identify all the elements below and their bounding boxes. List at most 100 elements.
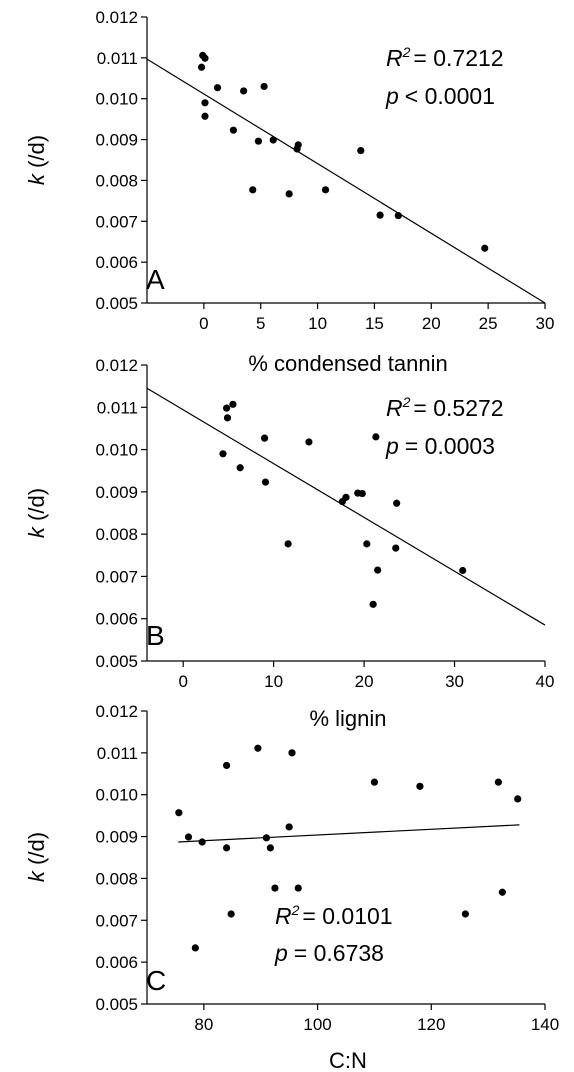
x-tick-label: 140 (531, 1015, 559, 1034)
data-point (227, 910, 235, 918)
x-tick-label: 5 (256, 314, 265, 333)
y-tick-label: 0.006 (95, 610, 138, 629)
y-axis-title-unit: (/d) (24, 832, 49, 871)
p-value: = 0.0003 (405, 433, 495, 459)
r-squared-value: = 0.0101 (302, 903, 392, 929)
data-point (229, 400, 237, 408)
y-axis-title: k (/d) (24, 832, 49, 882)
x-tick-label: 0 (178, 672, 187, 691)
r-squared-label: R2 = 0.7212 (386, 44, 504, 71)
y-tick-label: 0.010 (95, 786, 138, 805)
x-tick-label: 15 (365, 314, 384, 333)
y-tick-label: 0.008 (95, 171, 138, 190)
x-tick-label: 25 (479, 314, 498, 333)
p-value-label: p < 0.0001 (385, 83, 495, 109)
regression-line (146, 58, 546, 304)
data-point (262, 834, 270, 842)
x-tick-label: 100 (303, 1015, 331, 1034)
data-point (191, 944, 199, 952)
data-point (372, 433, 380, 441)
data-point (514, 795, 522, 803)
panel-letter: B (146, 620, 165, 651)
y-tick-label: 0.011 (97, 744, 138, 763)
data-point (288, 749, 296, 757)
data-point (223, 761, 231, 770)
y-tick-label: 0.008 (95, 869, 138, 888)
data-point (374, 566, 382, 574)
r-symbol: R (386, 45, 403, 71)
y-tick-label: 0.011 (97, 398, 138, 417)
y-tick-label: 0.007 (95, 567, 138, 586)
data-point (459, 566, 467, 575)
x-tick-label: 20 (355, 672, 374, 691)
data-point (305, 438, 313, 446)
p-symbol: p (274, 940, 288, 966)
data-point (369, 600, 377, 608)
r-symbol: R (275, 903, 292, 929)
y-tick-label: 0.007 (95, 911, 138, 930)
y-tick-label: 0.008 (95, 525, 138, 544)
data-point (269, 136, 277, 144)
y-tick-label: 0.009 (95, 828, 138, 847)
data-point (198, 838, 206, 846)
x-tick-label: 120 (417, 1015, 445, 1034)
y-axis-title: k (/d) (24, 488, 49, 538)
data-point (175, 809, 183, 817)
x-tick-label: 40 (536, 672, 555, 691)
data-point (358, 489, 366, 498)
y-tick-label: 0.009 (95, 483, 138, 502)
data-point (363, 540, 371, 548)
data-point (201, 99, 209, 107)
data-point (342, 493, 350, 501)
x-axis-title: C:N (329, 1048, 367, 1072)
panel-b: 0.005 0.006 0.007 0.008 0.009 0.010 0.011 0.012… (24, 356, 554, 731)
data-point (393, 499, 401, 507)
y-tick-label: 0.005 (95, 294, 138, 313)
x-tick-label: 30 (445, 672, 464, 691)
y-tick-label: 0.009 (95, 131, 138, 150)
data-point (201, 54, 209, 62)
r-symbol: R (386, 395, 403, 421)
x-tick-label: 10 (264, 672, 283, 691)
data-point (184, 833, 193, 841)
y-axis-title-k: k (24, 526, 49, 538)
y-tick-label: 0.007 (95, 212, 138, 231)
x-tick-label: 0 (199, 314, 208, 333)
r-superscript: 2 (291, 902, 300, 918)
r-squared-label: R2 = 0.5272 (386, 394, 504, 421)
x-tick-label: 30 (536, 314, 555, 333)
y-axis-title-k: k (24, 173, 49, 185)
data-point (394, 211, 402, 220)
x-tick-label: 80 (194, 1015, 213, 1034)
p-value: < 0.0001 (405, 83, 495, 109)
data-point (285, 190, 293, 198)
regression-line (178, 824, 520, 843)
data-point (223, 414, 232, 422)
data-point (266, 844, 274, 852)
y-axis-title: k (/d) (24, 135, 49, 185)
data-point (494, 778, 502, 786)
r-superscript: 2 (402, 394, 411, 410)
data-point (461, 910, 469, 918)
data-point (357, 147, 365, 155)
y-tick-label: 0.012 (95, 702, 138, 721)
p-value: = 0.6738 (294, 940, 384, 966)
data-point (271, 884, 279, 892)
r-superscript: 2 (402, 44, 411, 60)
data-point (481, 244, 489, 252)
data-point (197, 63, 206, 71)
y-tick-label: 0.010 (95, 441, 138, 460)
r-squared-label: R2 = 0.0101 (275, 902, 393, 929)
x-tick-label: 20 (422, 314, 441, 333)
y-axis-title-k: k (24, 870, 49, 882)
data-point (321, 186, 330, 194)
data-point (254, 137, 263, 145)
data-point (392, 544, 400, 552)
data-point (213, 84, 222, 92)
panel-letter: A (146, 264, 165, 295)
panel-a: 0.005 0.006 0.007 0.008 0.009 0.010 0.011 0.012… (24, 8, 554, 376)
data-point (229, 126, 238, 134)
p-symbol: p (385, 433, 399, 459)
data-point (294, 141, 302, 149)
